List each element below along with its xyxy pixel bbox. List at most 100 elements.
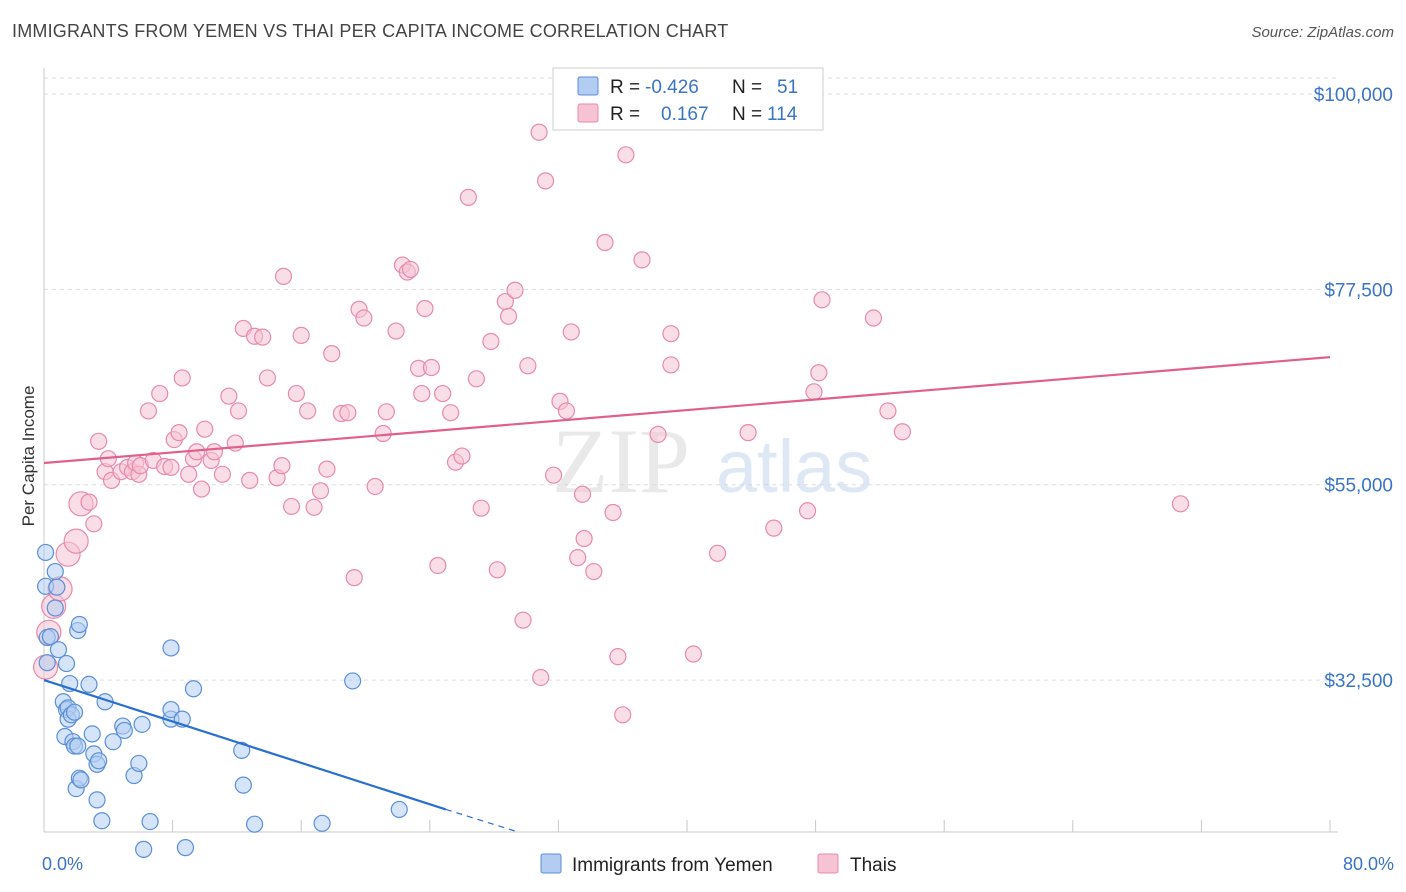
correlation-legend: R = -0.426 N = 51 R = 0.167 N = 114 (552, 67, 824, 131)
y-axis-label: Per Capita Income (19, 386, 38, 527)
thais-point (311, 482, 330, 500)
yemen-point (90, 752, 108, 770)
thais-point (366, 477, 384, 496)
thais-point (649, 425, 667, 443)
yemen-point (313, 814, 331, 832)
thais-point (305, 498, 323, 516)
thais-point (585, 562, 603, 581)
thais-point (609, 648, 627, 666)
thais-point (662, 325, 680, 343)
thais-point (63, 528, 89, 554)
thais-point (205, 443, 223, 461)
bottom-swatch-yemen (540, 853, 562, 874)
thais-point (355, 309, 373, 327)
yemen-point (104, 733, 122, 751)
yemen-point (162, 639, 180, 657)
thais-point (229, 402, 248, 420)
yemen-point (46, 562, 64, 581)
chart-title: IMMIGRANTS FROM YEMEN VS THAI PER CAPITA… (12, 21, 729, 41)
thais-point (196, 420, 214, 438)
yemen-point (69, 737, 87, 755)
thais-point (506, 281, 524, 299)
thais-point (180, 465, 198, 483)
thais-point (739, 424, 757, 442)
yemen-point (245, 815, 264, 833)
yemen-point (130, 754, 148, 773)
thais-point (573, 485, 592, 503)
thais-point (810, 364, 828, 382)
yemen-point (72, 771, 90, 789)
thais-point (596, 233, 614, 252)
thais-point (614, 706, 632, 724)
bottom-legend-thais: Thais (850, 855, 896, 876)
thais-point (377, 403, 395, 421)
yemen-point (49, 641, 68, 659)
thais-point (429, 556, 447, 575)
yemen-point (344, 672, 362, 690)
thais-point (879, 402, 897, 420)
thais-point (241, 471, 259, 489)
thais-point (488, 561, 506, 579)
thais-point (536, 172, 555, 190)
yemen-trend-extension (445, 808, 519, 833)
thais-point (258, 369, 277, 387)
yemen-point (41, 628, 60, 646)
thais-point (273, 457, 291, 475)
thais-point (893, 423, 912, 441)
thais-point (562, 323, 580, 341)
thais-point (299, 402, 317, 420)
thais-point (292, 326, 310, 344)
thais-point (805, 383, 823, 401)
watermark-zip: ZIP (552, 410, 690, 512)
thais-point (1171, 495, 1190, 513)
thais-point (220, 387, 238, 405)
legend-n-value-yemen: 51 (777, 77, 798, 98)
watermark: ZIP atlas (552, 410, 872, 512)
thais-point (569, 549, 587, 567)
yemen-point (234, 776, 252, 794)
y-tick-label: $55,000 (1324, 476, 1393, 497)
source-label: Source: ZipAtlas.com (1251, 24, 1394, 41)
y-tick-label: $32,500 (1324, 671, 1393, 692)
legend-swatch-yemen (577, 76, 599, 96)
thais-point (708, 544, 727, 562)
thais-point (162, 458, 180, 476)
thais-trend-line (43, 356, 1331, 465)
thais-point (813, 291, 831, 309)
thais-point (90, 432, 108, 450)
thais-point (442, 404, 460, 422)
thais-point (434, 384, 452, 403)
points-layer (33, 123, 1190, 858)
thais-point (459, 188, 477, 206)
legend-r-value-yemen: -0.426 (645, 77, 699, 98)
yemen-point (70, 615, 88, 634)
yemen-point (80, 675, 98, 694)
thais-point (544, 466, 563, 484)
thais-point (173, 369, 191, 387)
x-tick-label-max: 80.0% (1343, 854, 1394, 874)
y-tick-label: $100,000 (1314, 85, 1393, 106)
yemen-point (46, 599, 64, 617)
thais-point (80, 493, 98, 511)
trend-layer (43, 356, 1331, 833)
thais-point (482, 332, 500, 351)
yemen-point (184, 680, 203, 698)
legend-r-label-thais: R = (610, 104, 640, 125)
thais-point (467, 370, 486, 388)
thais-point (453, 447, 471, 465)
yemen-point (57, 654, 76, 673)
thais-point (254, 328, 272, 346)
thais-point (472, 499, 490, 517)
thais-point (287, 384, 305, 403)
yemen-point (37, 543, 55, 562)
x-tick-label-min: 0.0% (42, 854, 83, 874)
thais-point (864, 309, 883, 327)
thais-point (401, 260, 420, 279)
thais-point (170, 424, 188, 442)
thais-point (339, 404, 357, 422)
yemen-point (141, 812, 159, 831)
thais-point (387, 322, 405, 340)
yemen-point (176, 839, 195, 857)
yemen-point (93, 812, 111, 830)
thais-point (282, 497, 301, 516)
